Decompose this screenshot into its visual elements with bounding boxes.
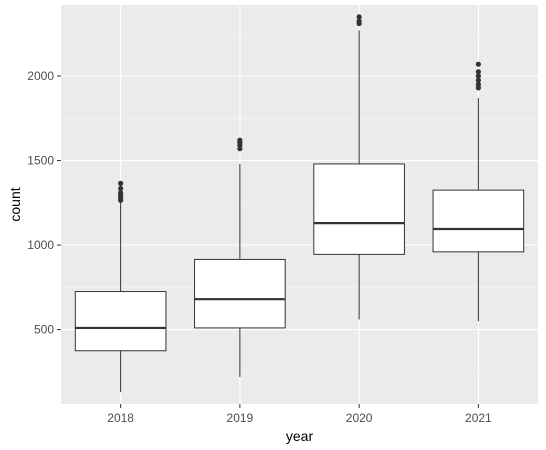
y-tick-label: 500 [34, 323, 54, 337]
outlier-point [475, 77, 481, 83]
y-tick-label: 1500 [27, 154, 54, 168]
outlier-point [118, 180, 124, 186]
y-tick-label: 2000 [27, 69, 54, 83]
y-tick-label: 1000 [27, 238, 54, 252]
iqr-box [313, 163, 405, 255]
outlier-point [475, 81, 481, 88]
x-axis-title: year [286, 428, 314, 444]
outlier-point [356, 14, 362, 20]
box-2018 [74, 180, 167, 393]
iqr-box [194, 258, 286, 329]
outlier-point [475, 61, 481, 67]
x-tick-label: 2019 [227, 411, 254, 425]
outlier-point [118, 185, 124, 192]
boxes [74, 14, 525, 393]
outlier-point [475, 73, 481, 79]
box-2019 [194, 137, 286, 377]
box-2021 [432, 61, 525, 322]
axes: 500 1000 1500 2000 2018 2019 2020 2021 [27, 69, 492, 425]
y-axis-title: count [7, 187, 23, 221]
outlier-point [356, 18, 362, 24]
x-tick-label: 2020 [346, 411, 373, 425]
x-tick-label: 2018 [107, 411, 134, 425]
outlier-point [118, 190, 124, 196]
outlier-point [237, 137, 243, 143]
box-2020 [313, 14, 405, 320]
x-tick-label: 2021 [465, 411, 492, 425]
iqr-box [432, 189, 525, 253]
outlier-point [475, 69, 481, 75]
iqr-box [74, 291, 167, 352]
